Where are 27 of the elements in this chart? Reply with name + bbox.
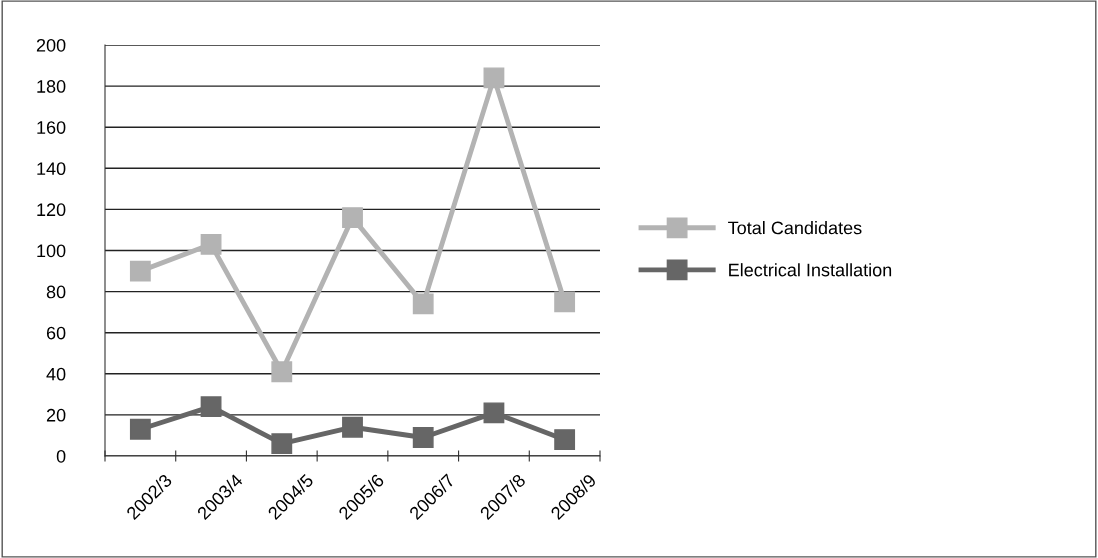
point	[129, 260, 151, 282]
point	[271, 433, 293, 455]
point	[342, 207, 363, 229]
y-tick-label: 20	[46, 408, 66, 422]
legend-label: Electrical Installation	[729, 263, 892, 277]
point	[483, 67, 505, 89]
legend-label: Total Candidates	[728, 221, 862, 235]
point	[200, 233, 222, 255]
y-tick-label: 120	[37, 203, 66, 217]
point	[412, 427, 434, 448]
point	[129, 418, 151, 440]
point	[200, 396, 222, 418]
point	[412, 293, 434, 315]
y-tick-label: 0	[56, 449, 66, 463]
point	[342, 416, 363, 438]
y-tick-label: 40	[46, 367, 66, 381]
y-tick-label: 80	[46, 285, 66, 299]
point	[554, 291, 576, 313]
point	[483, 402, 505, 424]
y-tick-label: 200	[36, 38, 66, 52]
point	[554, 429, 576, 450]
y-tick-label: 100	[37, 244, 66, 258]
y-tick-label: 140	[37, 162, 66, 176]
y-tick-label: 180	[37, 80, 66, 93]
point	[271, 361, 293, 383]
y-tick-label: 160	[37, 121, 66, 134]
y-tick-label: 60	[46, 326, 66, 340]
